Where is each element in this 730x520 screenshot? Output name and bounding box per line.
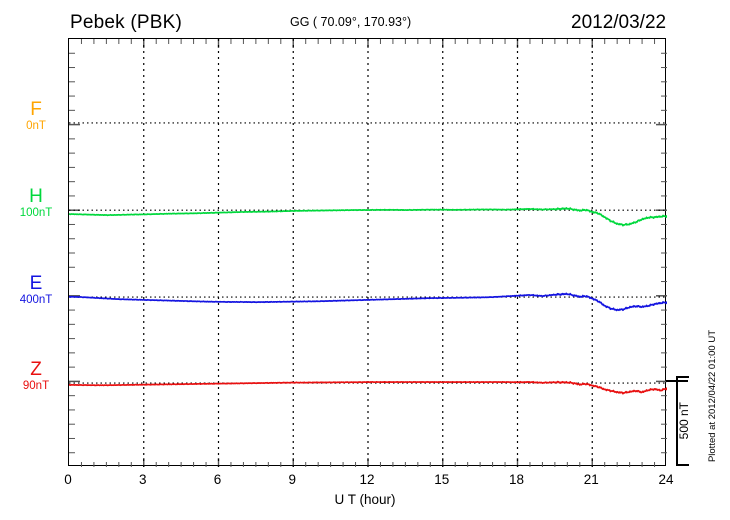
component-unit: 100nT: [19, 207, 53, 220]
x-tick-label: 9: [288, 472, 296, 487]
magnetogram-svg: [69, 39, 667, 467]
x-tick-label: 0: [64, 472, 72, 487]
x-tick-label: 18: [508, 472, 525, 487]
component-unit: 0nT: [26, 119, 46, 132]
component-label-h: H 100nT: [8, 187, 64, 220]
x-tick-label: 21: [583, 472, 599, 487]
plotted-timestamp: Plotted at 2012/04/22 01:00 UT: [707, 330, 718, 463]
geographic-coordinates: GG ( 70.09°, 170.93°): [290, 15, 412, 29]
plot-area: [68, 38, 667, 467]
x-tick-label: 15: [434, 472, 450, 487]
component-unit: 90nT: [22, 380, 50, 393]
plot-date: 2012/03/22: [571, 12, 667, 33]
component-letter: F: [30, 98, 42, 120]
component-letter: E: [29, 273, 43, 295]
scale-bar: [676, 376, 690, 466]
x-tick-label: 6: [213, 472, 222, 487]
x-axis-title: U T (hour): [334, 492, 396, 507]
scale-bar-label: 500 nT: [677, 402, 691, 440]
component-label-f: F 0nT: [8, 100, 64, 133]
component-unit: 400nT: [19, 294, 53, 307]
component-label-z: Z 90nT: [8, 360, 64, 393]
station-title: Pebek (PBK): [70, 12, 183, 33]
x-tick-label: 3: [138, 472, 147, 487]
x-tick-label: 12: [359, 472, 375, 487]
component-label-e: E 400nT: [8, 274, 64, 307]
x-tick-label: 24: [658, 472, 674, 487]
component-letter: Z: [30, 359, 42, 381]
component-letter: H: [29, 186, 43, 208]
